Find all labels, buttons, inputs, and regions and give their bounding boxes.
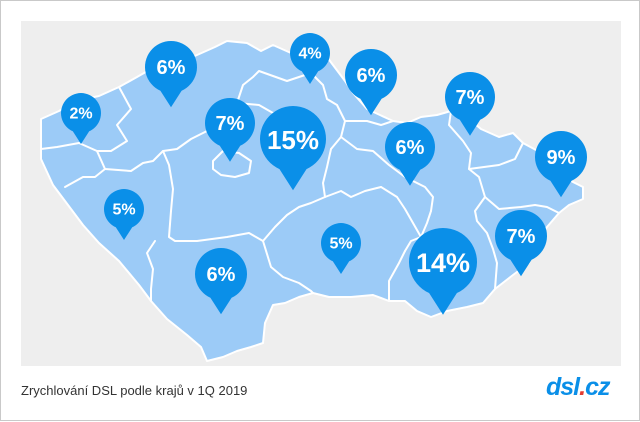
pin-value-label: 6% <box>207 264 236 286</box>
pin-kralovehradecky: 6% <box>345 48 398 116</box>
logo-dot: . <box>579 373 586 401</box>
pin-marker <box>60 93 101 144</box>
pin-marker <box>290 33 330 84</box>
pin-liberecky: 4% <box>290 33 330 84</box>
pin-zlinsky: 7% <box>495 209 547 277</box>
pin-value-label: 6% <box>157 57 186 79</box>
pin-marker <box>104 189 144 240</box>
pin-olomoucky: 7% <box>444 71 495 136</box>
pin-plzensky: 5% <box>104 189 144 240</box>
pin-stredocesky: 7% <box>205 97 255 162</box>
pin-marker <box>535 130 588 198</box>
pin-karlovarsky: 2% <box>60 93 101 144</box>
pin-jihomoravsky: 14% <box>409 227 477 315</box>
pin-moravskoslezsky: 9% <box>535 130 588 198</box>
dsl-logo: dsl.cz <box>546 373 611 402</box>
pin-marker <box>385 121 435 186</box>
region-pins: 2% 6% 4% 6% 7% 15% 6% 7% 9% 5% 5% 14% 7% 6% <box>60 33 588 315</box>
pin-value-label: 5% <box>329 236 352 253</box>
pin-pardubicky: 6% <box>385 121 435 186</box>
pin-value-label: 4% <box>298 46 321 63</box>
pin-marker <box>260 105 327 191</box>
pin-marker <box>495 209 547 277</box>
pin-marker <box>409 227 477 315</box>
pin-value-label: 15% <box>267 125 319 155</box>
pin-value-label: 2% <box>69 106 92 123</box>
pin-marker <box>195 247 247 315</box>
logo-main: dsl <box>546 373 580 401</box>
pin-marker <box>145 40 197 108</box>
pin-value-label: 5% <box>112 202 135 219</box>
pin-value-label: 14% <box>416 248 470 278</box>
pin-marker <box>444 71 495 136</box>
pin-marker <box>205 97 255 162</box>
map-caption: Zrychlování DSL podle krajů v 1Q 2019 <box>21 383 248 398</box>
pin-marker <box>345 48 398 116</box>
logo-tld: cz <box>585 373 610 401</box>
pin-value-label: 9% <box>547 147 576 169</box>
pin-value-label: 6% <box>396 137 425 159</box>
region-borders <box>40 56 560 302</box>
pin-praha: 15% <box>260 105 327 191</box>
pin-ustecky: 6% <box>145 40 197 108</box>
pin-value-label: 7% <box>216 113 245 135</box>
pin-marker <box>321 223 361 274</box>
pin-vysocina: 5% <box>321 223 361 274</box>
pin-value-label: 7% <box>456 87 485 109</box>
pin-value-label: 7% <box>507 226 536 248</box>
pin-jihocesky: 6% <box>195 247 247 315</box>
pin-value-label: 6% <box>357 65 386 87</box>
